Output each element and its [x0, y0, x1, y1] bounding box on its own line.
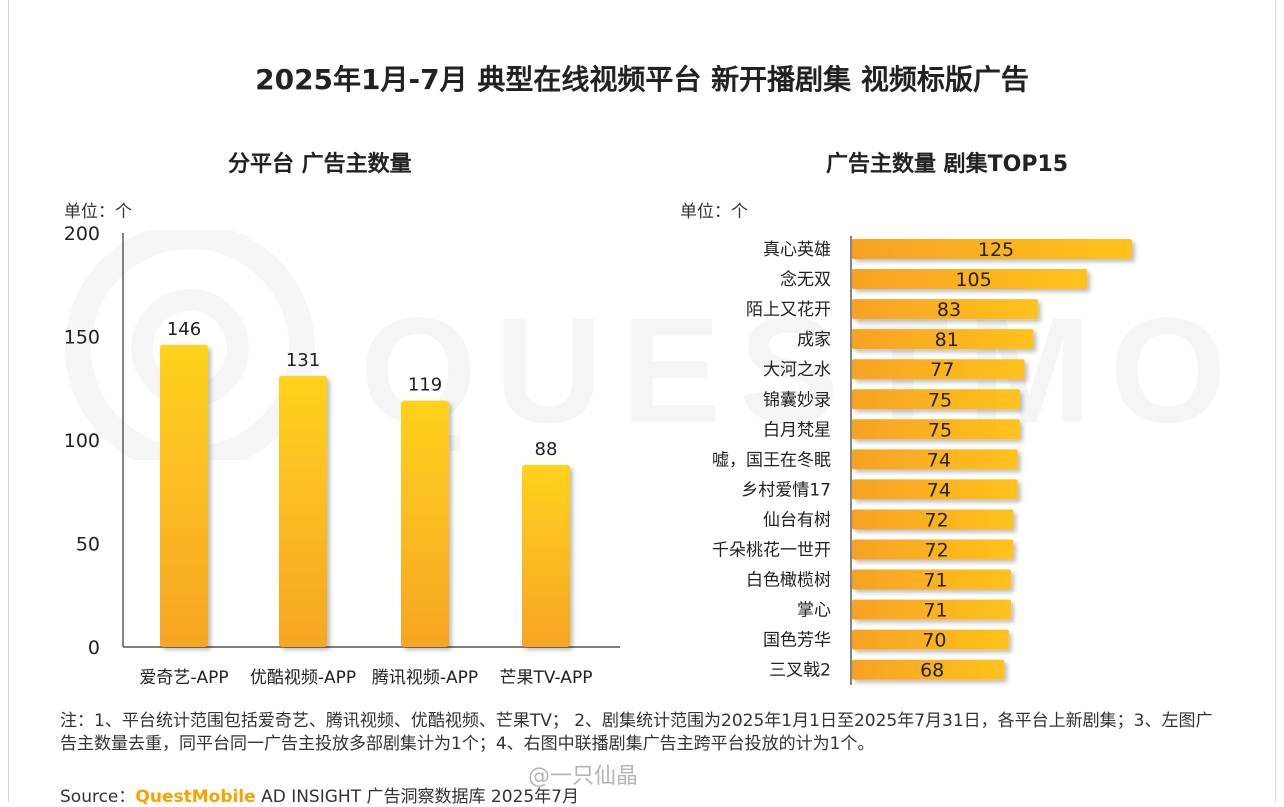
- x-category-label: 优酷视频-APP: [250, 668, 356, 688]
- hbar-value-label: 83: [937, 299, 961, 321]
- y-category-label: 念无双: [780, 269, 831, 290]
- hbar-嘘，国王在冬眠: [852, 449, 1018, 470]
- hbar-value-label: 75: [928, 389, 952, 411]
- page-title: 2025年1月-7月 典型在线视频平台 新开播剧集 视频标版广告: [255, 63, 1029, 96]
- y-category-label: 国色芳华: [763, 631, 831, 651]
- y-tick-label: 100: [64, 430, 100, 452]
- x-category-label: 腾讯视频-APP: [372, 668, 478, 688]
- y-category-label: 乡村爱情17: [741, 480, 831, 500]
- y-category-label: 锦囊妙录: [763, 390, 831, 410]
- y-category-label: 白月梵星: [763, 420, 831, 440]
- left-chart-title: 分平台 广告主数量: [228, 152, 412, 177]
- source-line: Source：QuestMobile AD INSIGHT 广告洞察数据库 20…: [60, 782, 579, 807]
- right-unit-label: 单位：个: [680, 202, 748, 222]
- left-unit-label: 单位：个: [64, 202, 132, 222]
- x-category-label: 爱奇艺-APP: [139, 668, 228, 688]
- hbar-掌心: [852, 599, 1012, 620]
- hbar-value-label: 105: [955, 269, 991, 291]
- hbar-value-label: 70: [922, 630, 946, 652]
- hbar-白色橄榄树: [852, 569, 1012, 590]
- y-tick-label: 150: [64, 327, 100, 349]
- hbar-成家: [852, 329, 1034, 350]
- report-frame: [8, 0, 1276, 802]
- hbar-value-label: 77: [930, 359, 954, 381]
- source-brand: QuestMobile: [135, 787, 256, 807]
- hbar-国色芳华: [852, 629, 1009, 650]
- y-tick-label: 50: [76, 534, 100, 556]
- y-category-label: 掌心: [797, 601, 831, 621]
- hbar-千朵桃花一世开: [852, 539, 1014, 560]
- hbar-value-label: 68: [920, 660, 944, 682]
- footnote: 注：1、平台统计范围包括爱奇艺、腾讯视频、优酷视频、芒果TV； 2、剧集统计范围…: [60, 711, 1213, 754]
- hbar-value-label: 71: [923, 600, 947, 622]
- hbar-锦囊妙录: [852, 389, 1020, 410]
- bar-腾讯视频-APP: [401, 400, 449, 647]
- hbar-value-label: 125: [978, 239, 1014, 261]
- hbar-value-label: 71: [923, 570, 947, 592]
- hbar-value-label: 75: [928, 419, 952, 441]
- y-category-label: 三叉戟2: [769, 661, 831, 681]
- hbar-value-label: 72: [925, 540, 949, 562]
- hbar-value-label: 72: [925, 509, 949, 531]
- y-category-label: 千朵桃花一世开: [712, 541, 831, 561]
- right-bar-chart: 125 真心英雄 105 念无双 83 陌上又花开 81 成家 77 大河之水 75 锦囊妙录 75 白月…: [712, 236, 1132, 685]
- y-tick-label: 0: [88, 637, 100, 659]
- hbar-乡村爱情17: [852, 479, 1018, 500]
- source-rest: AD INSIGHT 广告洞察数据库 2025年7月: [255, 787, 579, 807]
- y-category-label: 陌上又花开: [746, 300, 831, 320]
- bar-value-label: 88: [535, 439, 558, 460]
- y-category-label: 成家: [797, 330, 831, 350]
- right-chart-title: 广告主数量 剧集TOP15: [826, 152, 1069, 177]
- y-category-label: 白色橄榄树: [746, 571, 831, 591]
- bar-value-label: 119: [408, 375, 442, 396]
- left-bar-chart: 0 50 100 150 200 146 爱奇艺-APP 131 优酷视频-APP 119 腾讯视频…: [64, 223, 620, 688]
- y-category-label: 嘘，国王在冬眠: [712, 450, 831, 470]
- hbar-value-label: 74: [927, 479, 951, 501]
- source-label: Source：: [60, 787, 136, 807]
- weibo-watermark: @一只仙晶: [528, 764, 639, 789]
- hbar-仙台有树: [852, 509, 1014, 530]
- hbar-value-label: 74: [927, 449, 951, 471]
- y-tick-label: 200: [64, 223, 100, 245]
- bar-value-label: 131: [286, 350, 320, 371]
- x-category-label: 芒果TV-APP: [500, 668, 593, 688]
- y-category-label: 大河之水: [763, 360, 831, 380]
- hbar-大河之水: [852, 359, 1025, 380]
- y-category-label: 真心英雄: [763, 240, 831, 260]
- hbar-真心英雄: [852, 239, 1132, 259]
- hbar-value-label: 81: [935, 329, 959, 351]
- bar-芒果TV-APP: [522, 464, 570, 647]
- hbar-白月梵星: [852, 419, 1020, 440]
- bar-value-label: 146: [167, 319, 201, 340]
- bar-优酷视频-APP: [279, 375, 327, 647]
- hbar-三叉戟2: [852, 659, 1005, 680]
- bar-爱奇艺-APP: [160, 344, 208, 647]
- hbar-陌上又花开: [852, 299, 1038, 320]
- hbar-念无双: [852, 269, 1088, 290]
- y-category-label: 仙台有树: [763, 510, 831, 530]
